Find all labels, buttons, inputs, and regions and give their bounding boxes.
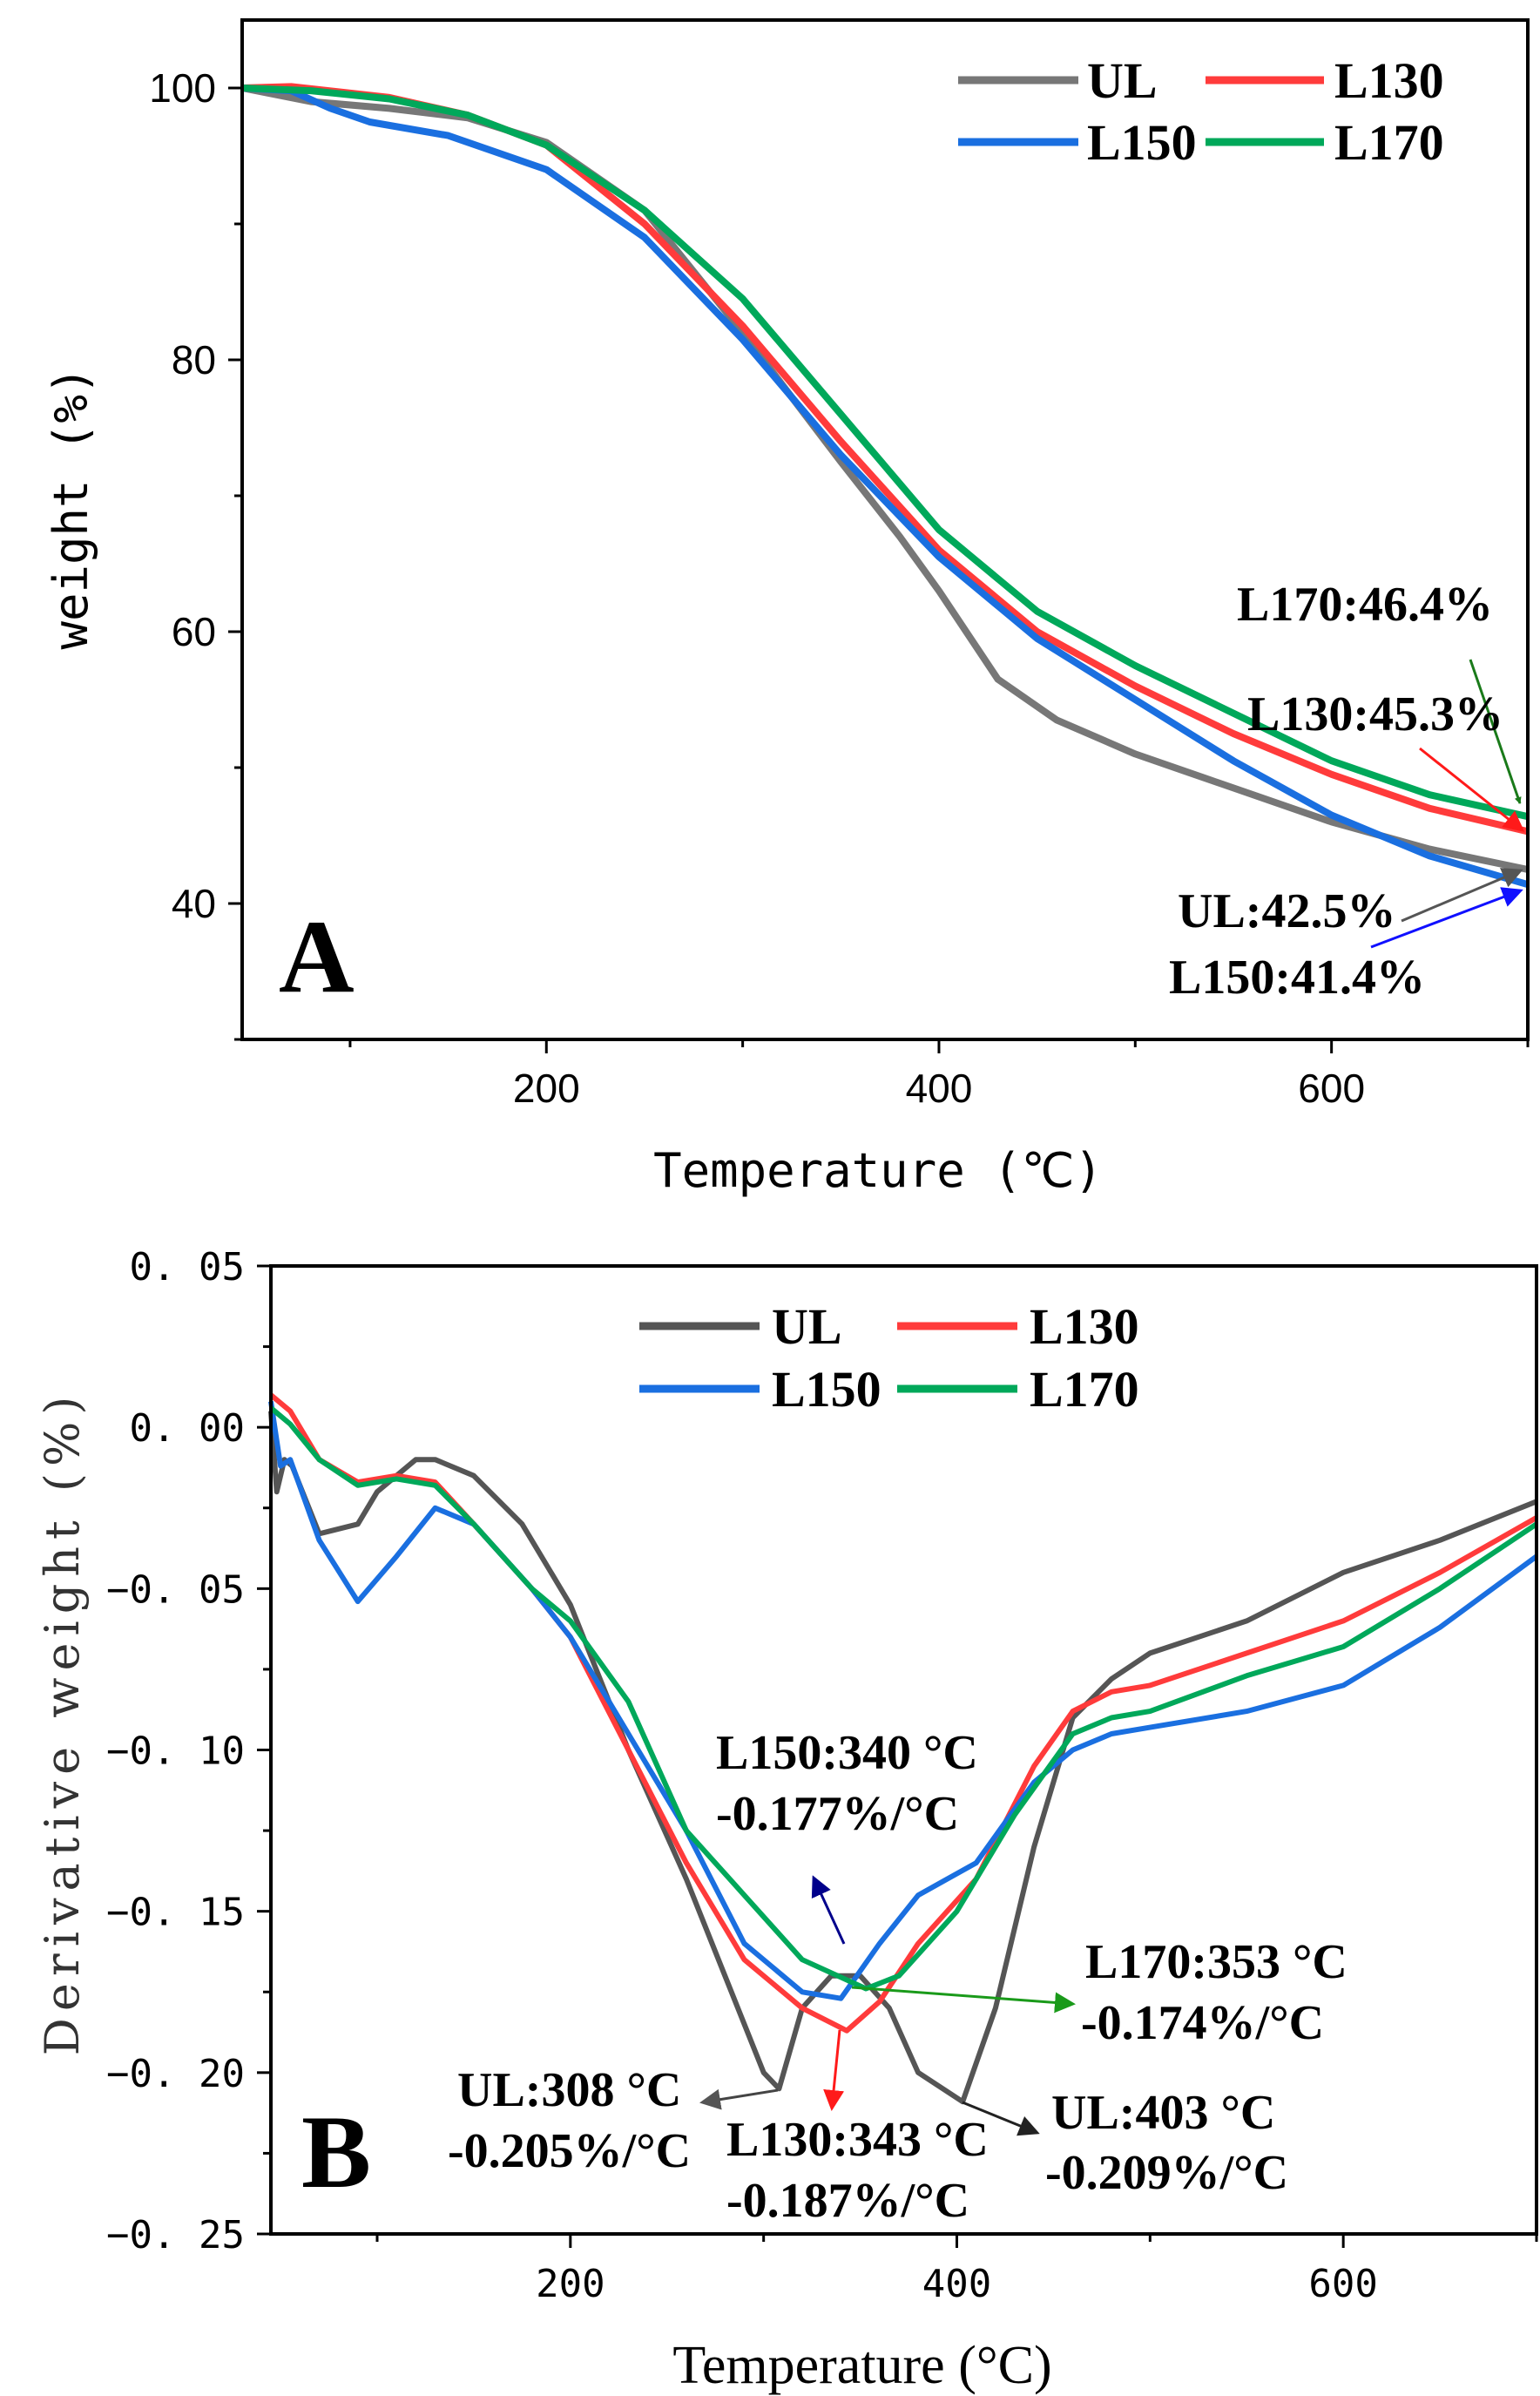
tga-y-tick-label: 60 (172, 609, 216, 654)
dtg-y-tick-label: 0. 00 (130, 1406, 245, 1451)
dtg-y-tick-label: −0. 05 (106, 1567, 245, 1612)
annotation-l130-peak-rate: -0.187%/°C (726, 2174, 969, 2228)
annotation-arrow-ul-peak2 (962, 2101, 1040, 2136)
annotation-l130-peak-temp: L130:343 °C (726, 2113, 989, 2167)
legend-label-l170: L170 (1334, 114, 1444, 171)
annotation-l130-residue: L130:45.3% (1247, 687, 1503, 741)
annotation-l150-peak-temp: L150:340 °C (716, 1726, 978, 1780)
dtg-series-ul (268, 1411, 1538, 2105)
dtg-series-l170 (269, 1405, 1538, 1992)
tga-x-axis-title: Temperature (℃) (653, 1143, 1103, 1198)
dtg-y-tick-label: −0. 15 (106, 1891, 245, 1935)
annotation-arrow-l130 (1419, 747, 1525, 832)
annotation-arrow-l150 (811, 1875, 846, 1945)
dtg-y-tick-label: −0. 20 (106, 2052, 245, 2096)
tga-x-tick-label: 600 (1298, 1066, 1365, 1111)
annotation-arrow-ul-peak1 (699, 2088, 779, 2110)
dtg-x-tick-label: 200 (536, 2262, 605, 2306)
annotation-arrow-l130 (823, 2029, 845, 2111)
legend-label-l170: L170 (1030, 1361, 1139, 1418)
tga-series-ul (241, 85, 1529, 873)
tga-legend: UL L130 L150 L170 (958, 52, 1444, 171)
dtg-series-l130 (269, 1392, 1538, 2034)
dtg-annotations: L150:340 °C -0.177%/°C L170:353 °C -0.17… (448, 1726, 1348, 2228)
annotation-ul-residue: UL:42.5% (1178, 884, 1395, 938)
annotation-arrow-ul (1401, 868, 1523, 923)
tga-series-l150 (241, 85, 1530, 889)
legend-label-l130: L130 (1334, 52, 1444, 109)
legend-label-ul: UL (772, 1298, 842, 1355)
dtg-x-axis-title: Temperature (°C) (672, 2336, 1051, 2395)
tga-y-tick-label: 100 (149, 65, 216, 111)
tga-axes: 200 400 600 40 60 80 100 (149, 65, 1530, 1111)
dtg-y-tick-label: −0. 25 (106, 2213, 245, 2257)
dtg-y-tick-label: 0. 05 (130, 1245, 245, 1289)
annotation-l170-residue: L170:46.4% (1237, 578, 1493, 632)
annotation-ul-peak2-rate: -0.209%/°C (1045, 2146, 1288, 2200)
dtg-panel-label: B (301, 2094, 371, 2210)
annotation-arrow-l170 (1469, 659, 1522, 804)
dtg-series-group (268, 1392, 1538, 2105)
dtg-y-tick-label: −0. 10 (106, 1729, 245, 1774)
dtg-legend: UL L130 L150 L170 (639, 1298, 1139, 1418)
annotation-ul-peak2-temp: UL:403 °C (1051, 2086, 1275, 2140)
annotation-ul-peak1-temp: UL:308 °C (457, 2063, 681, 2117)
tga-series-l170 (241, 85, 1529, 821)
annotation-arrow-l170 (851, 1986, 1076, 2014)
tga-panel-label: A (279, 898, 355, 1014)
tga-chart: 200 400 600 40 60 80 100 weight (%) Temperatur… (44, 18, 1530, 1198)
tga-y-tick-label: 40 (172, 881, 216, 926)
annotation-ul-peak1-rate: -0.205%/°C (448, 2124, 691, 2178)
annotation-arrow-l150 (1370, 887, 1523, 949)
annotation-l170-peak-temp: L170:353 °C (1085, 1935, 1348, 1989)
annotation-l150-residue: L150:41.4% (1169, 951, 1425, 1005)
annotation-l170-peak-rate: -0.174%/°C (1081, 1996, 1324, 2050)
legend-label-l130: L130 (1030, 1298, 1139, 1355)
dtg-x-tick-label: 400 (922, 2262, 991, 2306)
tga-y-tick-label: 80 (172, 337, 216, 382)
legend-label-ul: UL (1087, 52, 1158, 109)
dtg-axes: 200 400 600 0. 05 0. 00 −0. 05 −0. 10 −0. 15 −0.… (106, 1245, 1538, 2306)
dtg-series-l150 (268, 1401, 1538, 2001)
tga-y-axis-title: weight (%) (44, 366, 98, 649)
annotation-l150-peak-rate: -0.177%/°C (716, 1787, 959, 1841)
legend-label-l150: L150 (1087, 114, 1197, 171)
dtg-x-tick-label: 600 (1308, 2262, 1377, 2306)
tga-series-group (241, 83, 1530, 889)
tga-x-tick-label: 200 (513, 1066, 580, 1111)
tga-plot-frame (240, 18, 1530, 1041)
legend-label-l150: L150 (772, 1361, 881, 1418)
tga-annotations: L170:46.4% L130:45.3% UL:42.5% L150:41.4… (1169, 578, 1525, 1005)
dtg-chart: 200 400 600 0. 05 0. 00 −0. 05 −0. 10 −0. 15 −0.… (35, 1245, 1538, 2395)
tga-x-tick-label: 400 (906, 1066, 973, 1111)
dtg-y-axis-title: Derivative weight (%) (35, 1390, 90, 2056)
